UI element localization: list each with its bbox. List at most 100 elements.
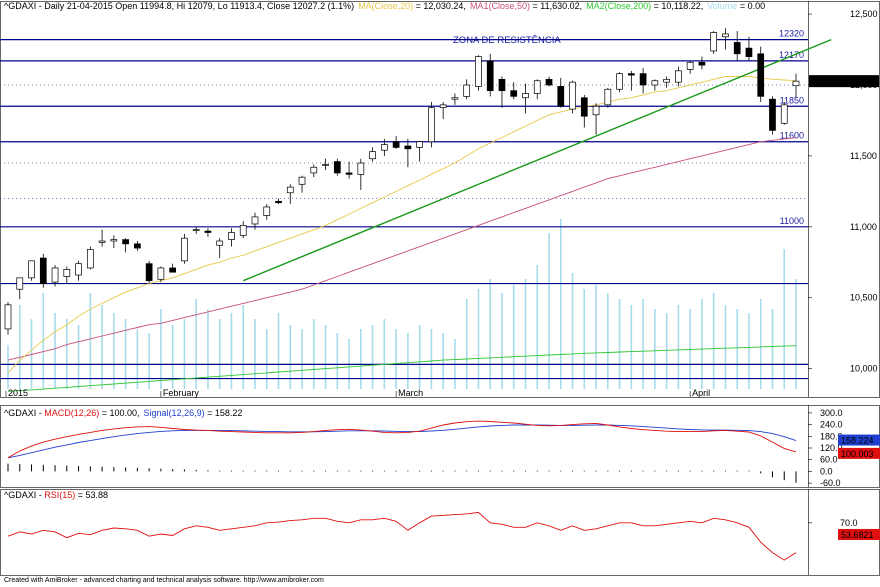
volume-bar	[136, 329, 139, 389]
volume-bar	[512, 285, 515, 389]
ma50-line	[7, 137, 797, 361]
candle-body	[4, 304, 12, 330]
candle-body	[580, 97, 588, 117]
candle-body	[463, 84, 471, 97]
candle-body	[557, 86, 565, 107]
volume-bar	[571, 273, 574, 389]
candle-body	[181, 237, 188, 262]
volume-bar	[312, 319, 315, 389]
volume-bar	[477, 289, 480, 389]
volume-bar	[30, 319, 33, 389]
candle-body	[545, 78, 553, 86]
candle-body	[345, 172, 353, 175]
rsi-header-rsi-value: = 53.88	[75, 490, 108, 500]
candle-body	[592, 105, 600, 116]
volume-bar	[642, 299, 644, 389]
candle-body	[722, 33, 729, 38]
volume-bar	[536, 265, 539, 389]
macd-pane-header: ^GDAXI - MACD(12,26) = 100.00, Signal(12,…	[4, 408, 242, 418]
candle-body	[16, 277, 24, 290]
x-month-label: March	[398, 388, 423, 398]
volume-bar	[689, 309, 691, 389]
header-ma200-value: = 10,118.22,	[651, 1, 703, 11]
candle-body	[145, 263, 153, 282]
level-label: 12170	[779, 50, 804, 60]
volume-bar	[242, 305, 245, 389]
volume-bar	[430, 329, 433, 389]
volume-bar	[360, 329, 362, 389]
candle-body	[451, 97, 459, 100]
candle-body	[698, 61, 706, 66]
volume-bar	[336, 333, 339, 389]
volume-bar	[265, 329, 268, 389]
volume-bar	[783, 249, 786, 389]
volume-bar	[254, 319, 256, 389]
rsi-pane-header: ^GDAXI - RSI(15) = 53.88	[4, 490, 108, 500]
candle-body	[263, 206, 271, 216]
macd-value-label: 100.003	[841, 449, 874, 459]
macd-signal-line	[7, 424, 797, 459]
volume-bar	[665, 313, 668, 389]
volume-bar	[489, 279, 492, 389]
volume-bar	[113, 313, 115, 389]
volume-bar	[383, 319, 386, 389]
x-month-label: February	[163, 388, 200, 398]
candle-body	[769, 98, 776, 131]
candle-body	[122, 239, 129, 245]
candle-body	[428, 107, 435, 143]
volume-bar	[701, 299, 703, 389]
volume-bar	[183, 319, 186, 389]
volume-bar	[77, 325, 80, 389]
candle-body	[686, 61, 694, 70]
volume-bar	[548, 233, 550, 389]
candle-body	[134, 243, 141, 249]
x-month-label: 2015	[8, 388, 28, 398]
volume-bar	[289, 325, 292, 389]
uptrend-line	[242, 38, 832, 282]
level-label: 11000	[780, 216, 804, 226]
rsi-header-symbol: ^GDAXI	[4, 490, 36, 500]
plot-layer: 123201217011850116001100012,50012,00011,…	[0, 9, 880, 561]
volume-bar	[465, 299, 468, 389]
rsi-pane-frame	[0, 489, 880, 576]
volume-bar	[677, 305, 680, 389]
volume-bar	[54, 313, 56, 389]
volume-bar	[101, 305, 103, 389]
resistance-zone-annotation: ZONA DE RESISTÊNCIA	[453, 35, 561, 46]
volume-bar	[595, 285, 597, 389]
volume-bar	[724, 305, 727, 389]
macd-y-tick-label: -60.0	[820, 478, 841, 488]
level-label: 11600	[780, 131, 804, 141]
candle-body	[239, 225, 247, 236]
volume-bar	[277, 313, 280, 389]
volume-bar	[654, 309, 656, 389]
candle-body	[251, 216, 259, 225]
macd-header-symbol: ^GDAXI	[4, 408, 36, 418]
candle-body	[416, 141, 423, 148]
candle-body	[675, 70, 682, 83]
rsi-value-label: 53.6821	[841, 530, 874, 540]
candle-body	[216, 240, 224, 246]
candle-body	[157, 267, 165, 280]
x-month-label: April	[692, 388, 710, 398]
volume-bar	[759, 299, 762, 389]
candle-body	[110, 239, 118, 242]
volume-bar	[795, 279, 797, 389]
candle-body	[475, 56, 482, 87]
rsi-line	[7, 511, 797, 561]
candle-body	[757, 53, 765, 97]
volume-bar	[7, 345, 9, 389]
y-tick-label: 11,500	[850, 151, 877, 161]
volume-bar	[559, 219, 562, 389]
rsi-y-tick-label: 70.0	[840, 518, 858, 528]
header-ma200-label: MA2(Close,200)	[586, 1, 651, 11]
last-price-label: 12,027.2	[814, 77, 849, 87]
candle-body	[63, 269, 71, 277]
volume-bar	[501, 293, 503, 389]
volume-bar	[524, 279, 527, 389]
candle-body	[369, 151, 376, 160]
candle-body	[651, 80, 659, 86]
macd-header-sep: -	[36, 408, 44, 418]
macd-y-tick-label: 180.0	[820, 431, 843, 441]
candle-body	[28, 260, 35, 279]
